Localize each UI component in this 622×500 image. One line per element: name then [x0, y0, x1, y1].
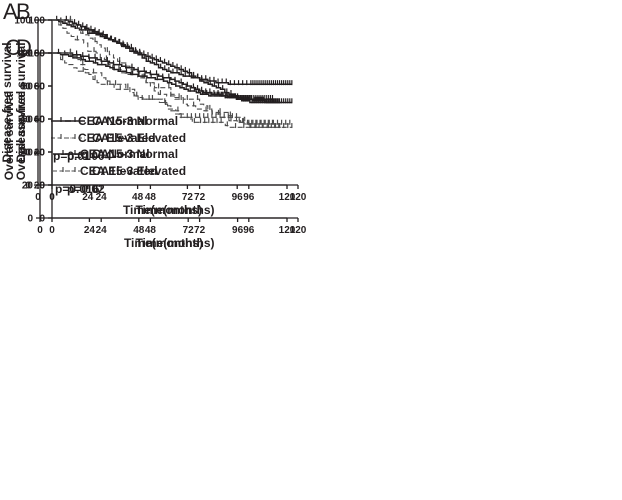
survival-curve-normal [52, 48, 293, 104]
legend-label: CEA Elevated [80, 164, 158, 178]
legend-label: CA15-3 Elevated [92, 164, 186, 178]
x-axis-title: Time(months) [123, 203, 202, 217]
y-tick-label: 20 [34, 181, 46, 192]
step-path [40, 52, 281, 104]
x-tick-label: 0 [37, 225, 43, 236]
x-tick-label: 24 [96, 225, 108, 236]
x-tick-label: 48 [145, 192, 157, 203]
x-tick-label: 48 [145, 225, 157, 236]
x-tick-label: 48 [133, 225, 145, 236]
x-tick-label: 24 [96, 192, 108, 203]
p-value-label: p=0.016 [55, 182, 100, 196]
x-axis-title: Time(months) [135, 203, 214, 217]
x-axis-title: Time(months) [124, 236, 203, 250]
y-tick-label: 100 [16, 49, 33, 60]
panel-d: D 0 20 40 60 80 100 0 24 48 72 96 120 Time(months) Ove… [0, 0, 311, 250]
y-tick-label: 60 [34, 115, 46, 126]
x-tick-label: 0 [35, 192, 41, 203]
panel-letter: A [3, 0, 18, 24]
x-tick-label: 72 [194, 192, 206, 203]
x-tick-label: 120 [279, 192, 296, 203]
legend: CEA Normal CEA Elevated [51, 114, 156, 145]
survival-curve-elevated [40, 52, 281, 129]
y-tick-label: 40 [22, 148, 34, 159]
legend-label: CEA Elevated [78, 131, 156, 145]
y-tick-label: 80 [34, 82, 46, 93]
x-tick-label: 120 [290, 225, 307, 236]
x-tick-label: 96 [232, 225, 244, 236]
x-tick-label: 120 [290, 192, 307, 203]
y-axis-title: Overall survival [2, 91, 16, 180]
legend: CA15-3 Normal CA15-3 Elevated [65, 147, 186, 178]
y-axis-title: Disease-free survival [14, 42, 28, 162]
x-axis-title: Time(months) [135, 236, 214, 250]
km-chart-b: B020406080100024487296120Time(months)Dis… [14, 0, 307, 217]
legend: CA15-3 Normal CA15-3 Elevated [65, 114, 186, 145]
x-tick-label: 120 [279, 225, 296, 236]
y-tick-label: 40 [34, 148, 46, 159]
legend-label: CEA Normal [78, 114, 148, 128]
y-tick-label: 20 [22, 181, 34, 192]
y-tick-label: 100 [14, 16, 31, 27]
y-axis-title: Disease-free survival [0, 42, 14, 162]
x-tick-label: 96 [243, 192, 255, 203]
panel-a: A 0 20 40 60 80 100 0 24 48 72 96 120 Time(months) Dis… [0, 0, 311, 250]
panel-letter: D [16, 35, 32, 60]
survival-curve-normal [52, 15, 293, 86]
y-tick-label: 0 [39, 214, 45, 225]
step-path [52, 52, 292, 128]
step-path [38, 19, 273, 100]
survival-curve-elevated [52, 48, 293, 129]
step-path [52, 19, 292, 86]
panel-b: B020406080100024487296120Time(months)Dis… [0, 0, 311, 250]
x-tick-label: 0 [49, 225, 55, 236]
legend-label: CA15-3 Normal [92, 147, 178, 161]
p-value-label: p=0.02 [67, 182, 105, 196]
legend-label: CEA Normal [80, 147, 150, 161]
legend-label: CA15-3 Normal [92, 114, 178, 128]
y-tick-label: 20 [20, 148, 32, 159]
y-tick-label: 0 [39, 181, 45, 192]
y-tick-label: 0 [27, 214, 33, 225]
x-tick-label: 72 [194, 225, 206, 236]
x-tick-label: 72 [182, 192, 194, 203]
y-tick-label: 100 [28, 49, 45, 60]
panel-letter: C [5, 35, 21, 60]
y-tick-label: 80 [22, 82, 34, 93]
step-path [52, 19, 292, 125]
y-tick-label: 40 [20, 115, 32, 126]
x-tick-label: 48 [132, 192, 144, 203]
panel-c: C 0 20 40 60 80 100 0 24 48 72 96 120 Time(months) Ove… [0, 0, 311, 250]
y-axis-title: Overall survival [14, 91, 28, 180]
y-tick-label: 0 [25, 181, 31, 192]
y-tick-label: 60 [22, 115, 34, 126]
legend: CEA Normal CEA Elevated [53, 147, 158, 178]
y-tick-label: 60 [20, 82, 32, 93]
x-tick-label: 72 [183, 225, 195, 236]
x-tick-label: 24 [82, 192, 94, 203]
legend-label: CA15-3 Elevated [92, 131, 186, 145]
panel-letter: B [16, 0, 31, 24]
p-value-label: p=0.004 [67, 149, 112, 163]
y-tick-label: 100 [28, 16, 45, 27]
step-path [52, 52, 292, 104]
x-tick-label: 96 [232, 192, 244, 203]
x-tick-label: 96 [243, 225, 255, 236]
x-tick-label: 24 [84, 225, 96, 236]
y-tick-label: 80 [20, 49, 32, 60]
